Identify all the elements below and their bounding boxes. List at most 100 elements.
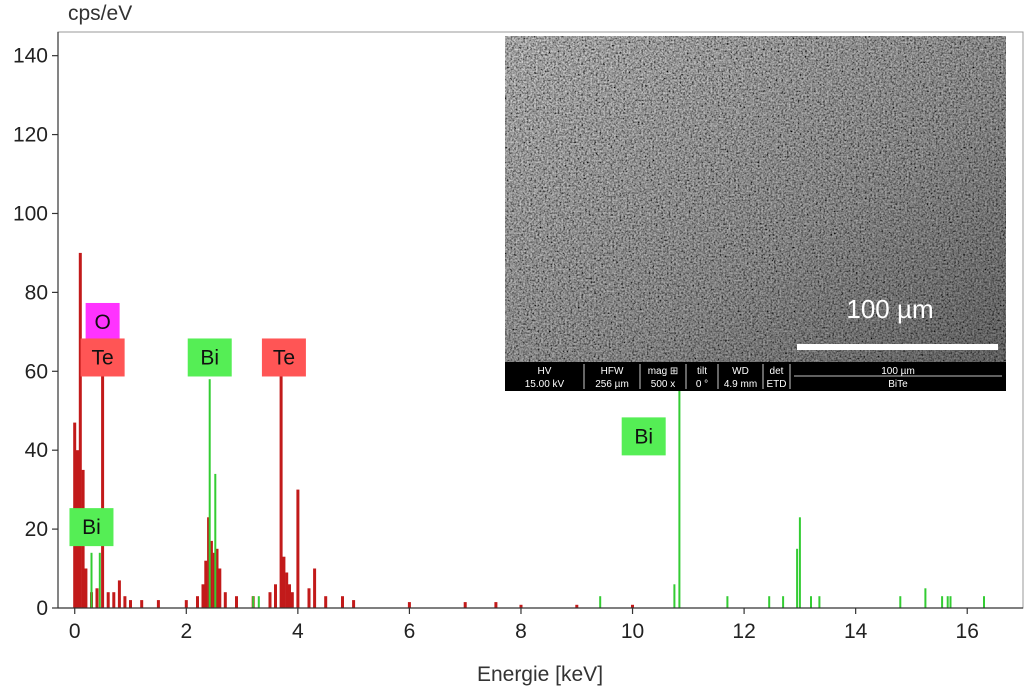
info-header: det — [770, 366, 784, 377]
spectrum-bar — [252, 596, 255, 608]
peak-label: Te — [80, 338, 125, 377]
peak-label: Bi — [621, 417, 666, 456]
peak-label-box — [187, 338, 232, 377]
spectrum-bar — [212, 552, 216, 608]
spectrum-bar — [156, 600, 160, 608]
info-header: WD — [732, 366, 749, 377]
peak-label: Te — [261, 338, 306, 377]
spectrum-bar — [599, 596, 602, 608]
x-tick-label: 4 — [292, 620, 304, 643]
y-tick-label: 120 — [13, 124, 48, 147]
spectrum-bar — [123, 596, 127, 608]
spectrum-bar — [290, 592, 294, 608]
spectrum-bar — [90, 552, 93, 608]
spectrum-bar — [223, 592, 227, 608]
spectrum-bar — [768, 596, 771, 608]
spectrum-bar — [407, 602, 411, 608]
spectrum-bar — [726, 596, 729, 608]
x-axis-title: Energie [keV] — [477, 663, 603, 686]
info-value: 15.00 kV — [525, 379, 565, 390]
spectrum-bar — [983, 596, 985, 608]
axes — [57, 32, 1023, 609]
x-tick-label: 12 — [732, 620, 755, 643]
spectrum-bar — [209, 540, 213, 608]
spectrum-bar — [575, 604, 579, 608]
peak-label: O — [85, 302, 120, 341]
micrograph-shading — [505, 36, 1006, 362]
spectrum-bar — [117, 580, 121, 608]
sem-micrograph-inset: 100 µm HV 15.00 kV HFW 256 µm mag ⊞ 500 x tilt… — [505, 36, 1006, 391]
spectrum-bar — [201, 584, 205, 608]
x-tick-label: 6 — [404, 620, 416, 643]
spectrum-bar — [204, 560, 208, 608]
spectrum-bar — [296, 489, 300, 608]
spectrum-bar — [941, 596, 944, 608]
peak-label-box — [621, 417, 666, 456]
spectrum-bar — [207, 517, 211, 608]
peak-label-text: Bi — [82, 516, 101, 539]
peak-label-text: Bi — [634, 425, 653, 448]
y-tick-label: 140 — [13, 45, 48, 68]
spectrum-bar — [257, 596, 260, 608]
info-header: mag ⊞ — [648, 366, 679, 377]
spectrum-bar — [112, 592, 116, 608]
spectrum-bar — [208, 379, 211, 608]
info-value: 256 µm — [595, 379, 629, 390]
spectrum-bar — [106, 592, 110, 608]
x-tick-label: 10 — [621, 620, 644, 643]
spectrum-bar — [274, 584, 277, 608]
info-header: HFW — [601, 366, 624, 377]
x-tick-label: 0 — [69, 620, 81, 643]
spectrum-bar — [313, 568, 317, 608]
peak-label-text: Te — [92, 346, 114, 369]
spectrum-bar — [285, 572, 289, 608]
x-tick-label: 2 — [180, 620, 192, 643]
spectrum-bar — [268, 592, 272, 608]
spectrum-bar — [98, 552, 101, 608]
peak-label-text: Te — [273, 346, 295, 369]
info-header: HV — [538, 366, 552, 377]
spectrum-bar — [140, 600, 144, 608]
micrograph-info-bar — [505, 362, 1006, 391]
spectrum-bar — [631, 604, 634, 608]
scale-bar — [797, 344, 998, 350]
spectrum-bar — [818, 596, 821, 608]
spectrum-bar — [678, 391, 681, 608]
x-tick-label: 8 — [515, 620, 527, 643]
spectrum-bar — [279, 375, 283, 608]
y-tick-label: 100 — [13, 202, 48, 225]
y-tick-label: 20 — [25, 518, 48, 541]
spectrum-bar — [282, 556, 286, 608]
spectrum-bar — [673, 584, 676, 608]
spectrum-bar — [796, 548, 799, 608]
y-tick-label: 0 — [36, 597, 48, 620]
peak-label-box — [85, 302, 120, 341]
info-bar-cells: HV 15.00 kV HFW 256 µm mag ⊞ 500 x tilt 0 ° WD 4.… — [525, 364, 1002, 390]
info-header: 100 µm — [881, 366, 915, 377]
peak-label-box — [69, 508, 114, 547]
y-tick-label: 80 — [25, 281, 48, 304]
info-value: BiTe — [888, 379, 908, 390]
spectrum-bar — [949, 596, 952, 608]
spectrum-bar — [782, 596, 785, 608]
peak-label-text: Bi — [200, 346, 219, 369]
peak-label: Bi — [69, 508, 114, 547]
info-header: tilt — [697, 366, 707, 377]
spectrum-bar — [519, 604, 523, 608]
spectrum-bar — [352, 600, 356, 608]
spectrum-bar — [129, 600, 132, 608]
peak-labels: O Te Bi Te Bi Bi — [69, 302, 666, 547]
peak-label-text: O — [94, 311, 110, 334]
y-axis-title: cps/eV — [68, 2, 132, 25]
peak-label-box — [80, 338, 125, 377]
spectrum-bar — [494, 602, 498, 608]
axis-ticks: 0 20 40 60 80 100 120 140 0 2 4 6 8 10 12 14 16 — [13, 45, 979, 643]
spectrum-bar — [307, 588, 311, 608]
spectrum-bar — [101, 375, 105, 608]
scale-bar-label: 100 µm — [846, 294, 933, 324]
x-tick-label: 14 — [844, 620, 868, 643]
x-tick-label: 16 — [956, 620, 979, 643]
spectrum-bar — [924, 588, 927, 608]
peak-label: Bi — [187, 338, 232, 377]
